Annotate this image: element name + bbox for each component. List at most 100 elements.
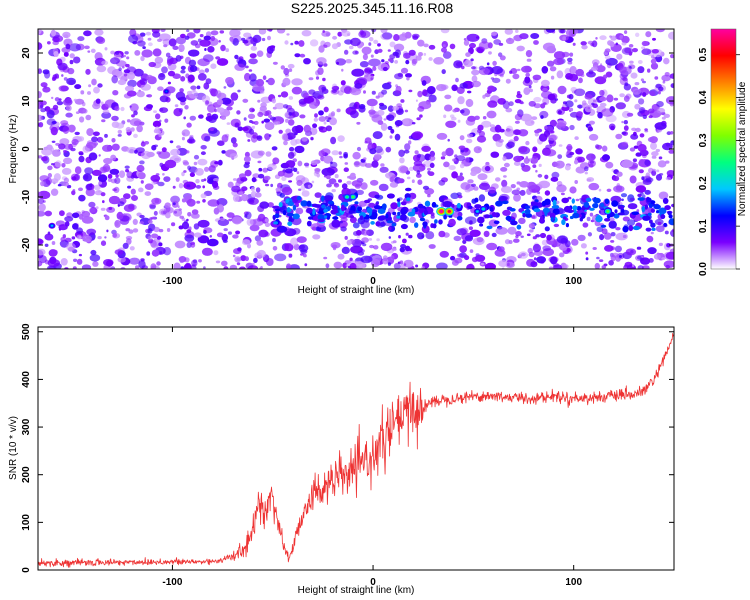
spectrogram-speckle bbox=[215, 260, 221, 264]
spectrogram-speckle bbox=[81, 216, 94, 224]
spectrogram-speckle bbox=[242, 126, 249, 132]
spectrogram-y-tick-label: 0 bbox=[21, 146, 32, 152]
spectrogram-speckle bbox=[506, 262, 510, 267]
spectrogram-speckle bbox=[471, 183, 476, 187]
spectrogram-speckle bbox=[257, 111, 264, 118]
spectrogram-speckle bbox=[350, 87, 362, 96]
spectrogram-speckle bbox=[538, 163, 542, 167]
spectrogram-speckle bbox=[377, 43, 381, 47]
spectrogram-speckle bbox=[421, 145, 431, 152]
spectrogram-speckle bbox=[218, 40, 221, 43]
spectrogram-speckle bbox=[414, 150, 419, 155]
spectrogram-speckle bbox=[567, 196, 572, 200]
spectrogram-speckle bbox=[102, 109, 110, 114]
spectrogram-speckle bbox=[200, 151, 206, 156]
spectrogram-speckle bbox=[126, 90, 137, 97]
spectrogram-speckle bbox=[243, 155, 251, 163]
spectrogram-speckle bbox=[477, 124, 484, 131]
spectrogram-speckle bbox=[337, 31, 343, 37]
spectrogram-speckle bbox=[72, 223, 79, 230]
spectrogram-speckle bbox=[281, 133, 289, 141]
spectrogram-band-cell bbox=[650, 208, 656, 213]
spectrogram-speckle bbox=[518, 129, 529, 137]
spectrogram-speckle bbox=[592, 247, 597, 250]
spectrogram-speckle bbox=[151, 233, 159, 239]
spectrogram-speckle bbox=[301, 190, 310, 197]
spectrogram-speckle bbox=[65, 43, 71, 50]
spectrogram-speckle bbox=[595, 144, 603, 150]
spectrogram-speckle bbox=[544, 226, 550, 232]
spectrogram-speckle bbox=[525, 72, 530, 78]
spectrogram-speckle bbox=[63, 177, 69, 184]
spectrogram-speckle bbox=[369, 148, 377, 155]
spectrogram-band-cell bbox=[604, 198, 610, 204]
spectrogram-speckle bbox=[322, 77, 326, 82]
spectrogram-speckle bbox=[449, 114, 455, 118]
spectrogram-speckle bbox=[341, 30, 351, 37]
spectrogram-speckle bbox=[195, 179, 200, 184]
spectrogram-speckle bbox=[471, 69, 480, 76]
spectrogram-speckle bbox=[205, 100, 210, 105]
spectrogram-band-cell bbox=[604, 218, 611, 222]
spectrogram-speckle bbox=[473, 186, 479, 191]
spectrogram-speckle bbox=[526, 181, 537, 190]
spectrogram-speckle bbox=[428, 171, 435, 176]
spectrogram-speckle bbox=[170, 195, 181, 204]
spectrogram-speckle bbox=[97, 83, 103, 88]
spectrogram-speckle bbox=[162, 173, 165, 176]
spectrogram-speckle bbox=[430, 212, 435, 216]
spectrogram-speckle bbox=[443, 161, 450, 168]
spectrogram-speckle bbox=[228, 218, 232, 222]
spectrogram-speckle bbox=[286, 132, 296, 140]
spectrogram-speckle bbox=[139, 221, 145, 225]
spectrogram-speckle bbox=[184, 257, 190, 263]
spectrogram-speckle bbox=[417, 232, 425, 240]
spectrogram-speckle bbox=[577, 104, 583, 109]
spectrogram-band-cell bbox=[579, 212, 586, 219]
spectrogram-speckle bbox=[62, 98, 73, 106]
spectrogram-speckle bbox=[115, 51, 120, 55]
spectrogram-speckle bbox=[181, 198, 186, 203]
spectrogram-speckle bbox=[398, 149, 405, 157]
spectrogram-speckle bbox=[50, 147, 54, 152]
spectrogram-speckle bbox=[280, 65, 285, 70]
spectrogram-speckle bbox=[594, 262, 600, 269]
spectrogram-speckle bbox=[394, 49, 401, 57]
spectrogram-speckle bbox=[205, 115, 214, 122]
spectrogram-speckle bbox=[149, 204, 156, 210]
spectrogram-speckle bbox=[385, 146, 392, 153]
spectrogram-speckle bbox=[547, 93, 556, 101]
spectrogram-band-cell bbox=[300, 200, 308, 207]
spectrogram-speckle bbox=[123, 193, 131, 200]
spectrogram-speckle bbox=[174, 157, 180, 162]
spectrogram-speckle bbox=[545, 144, 552, 150]
spectrogram-speckle bbox=[645, 177, 654, 183]
spectrogram-speckle bbox=[303, 58, 311, 65]
spectrogram-band-cell bbox=[392, 211, 397, 216]
spectrogram-band-cell bbox=[306, 200, 312, 207]
spectrogram-speckle bbox=[513, 135, 519, 142]
spectrogram-speckle bbox=[255, 78, 265, 87]
spectrogram-speckle bbox=[615, 102, 626, 110]
spectrogram-speckle bbox=[430, 214, 435, 219]
spectrogram-speckle bbox=[290, 139, 298, 146]
spectrogram-speckle bbox=[274, 102, 285, 110]
spectrogram-speckle bbox=[188, 139, 193, 143]
spectrogram-speckle bbox=[443, 114, 447, 119]
spectrogram-speckle bbox=[454, 257, 463, 264]
spectrogram-speckle bbox=[393, 262, 401, 269]
spectrogram-speckle bbox=[142, 46, 146, 50]
spectrogram-speckle bbox=[209, 235, 212, 238]
spectrogram-speckle bbox=[164, 159, 177, 169]
spectrogram-speckle bbox=[566, 248, 571, 252]
spectrogram-speckle bbox=[150, 263, 157, 269]
spectrogram-speckle bbox=[528, 158, 532, 162]
spectrogram-speckle bbox=[626, 219, 636, 227]
spectrogram-speckle bbox=[77, 36, 85, 42]
spectrogram-speckle bbox=[163, 44, 168, 48]
spectrogram-speckle bbox=[481, 120, 492, 128]
spectrogram-speckle bbox=[157, 181, 165, 187]
spectrogram-band-cell bbox=[334, 206, 338, 210]
spectrogram-speckle bbox=[178, 183, 184, 189]
spectrogram-speckle bbox=[405, 232, 409, 236]
